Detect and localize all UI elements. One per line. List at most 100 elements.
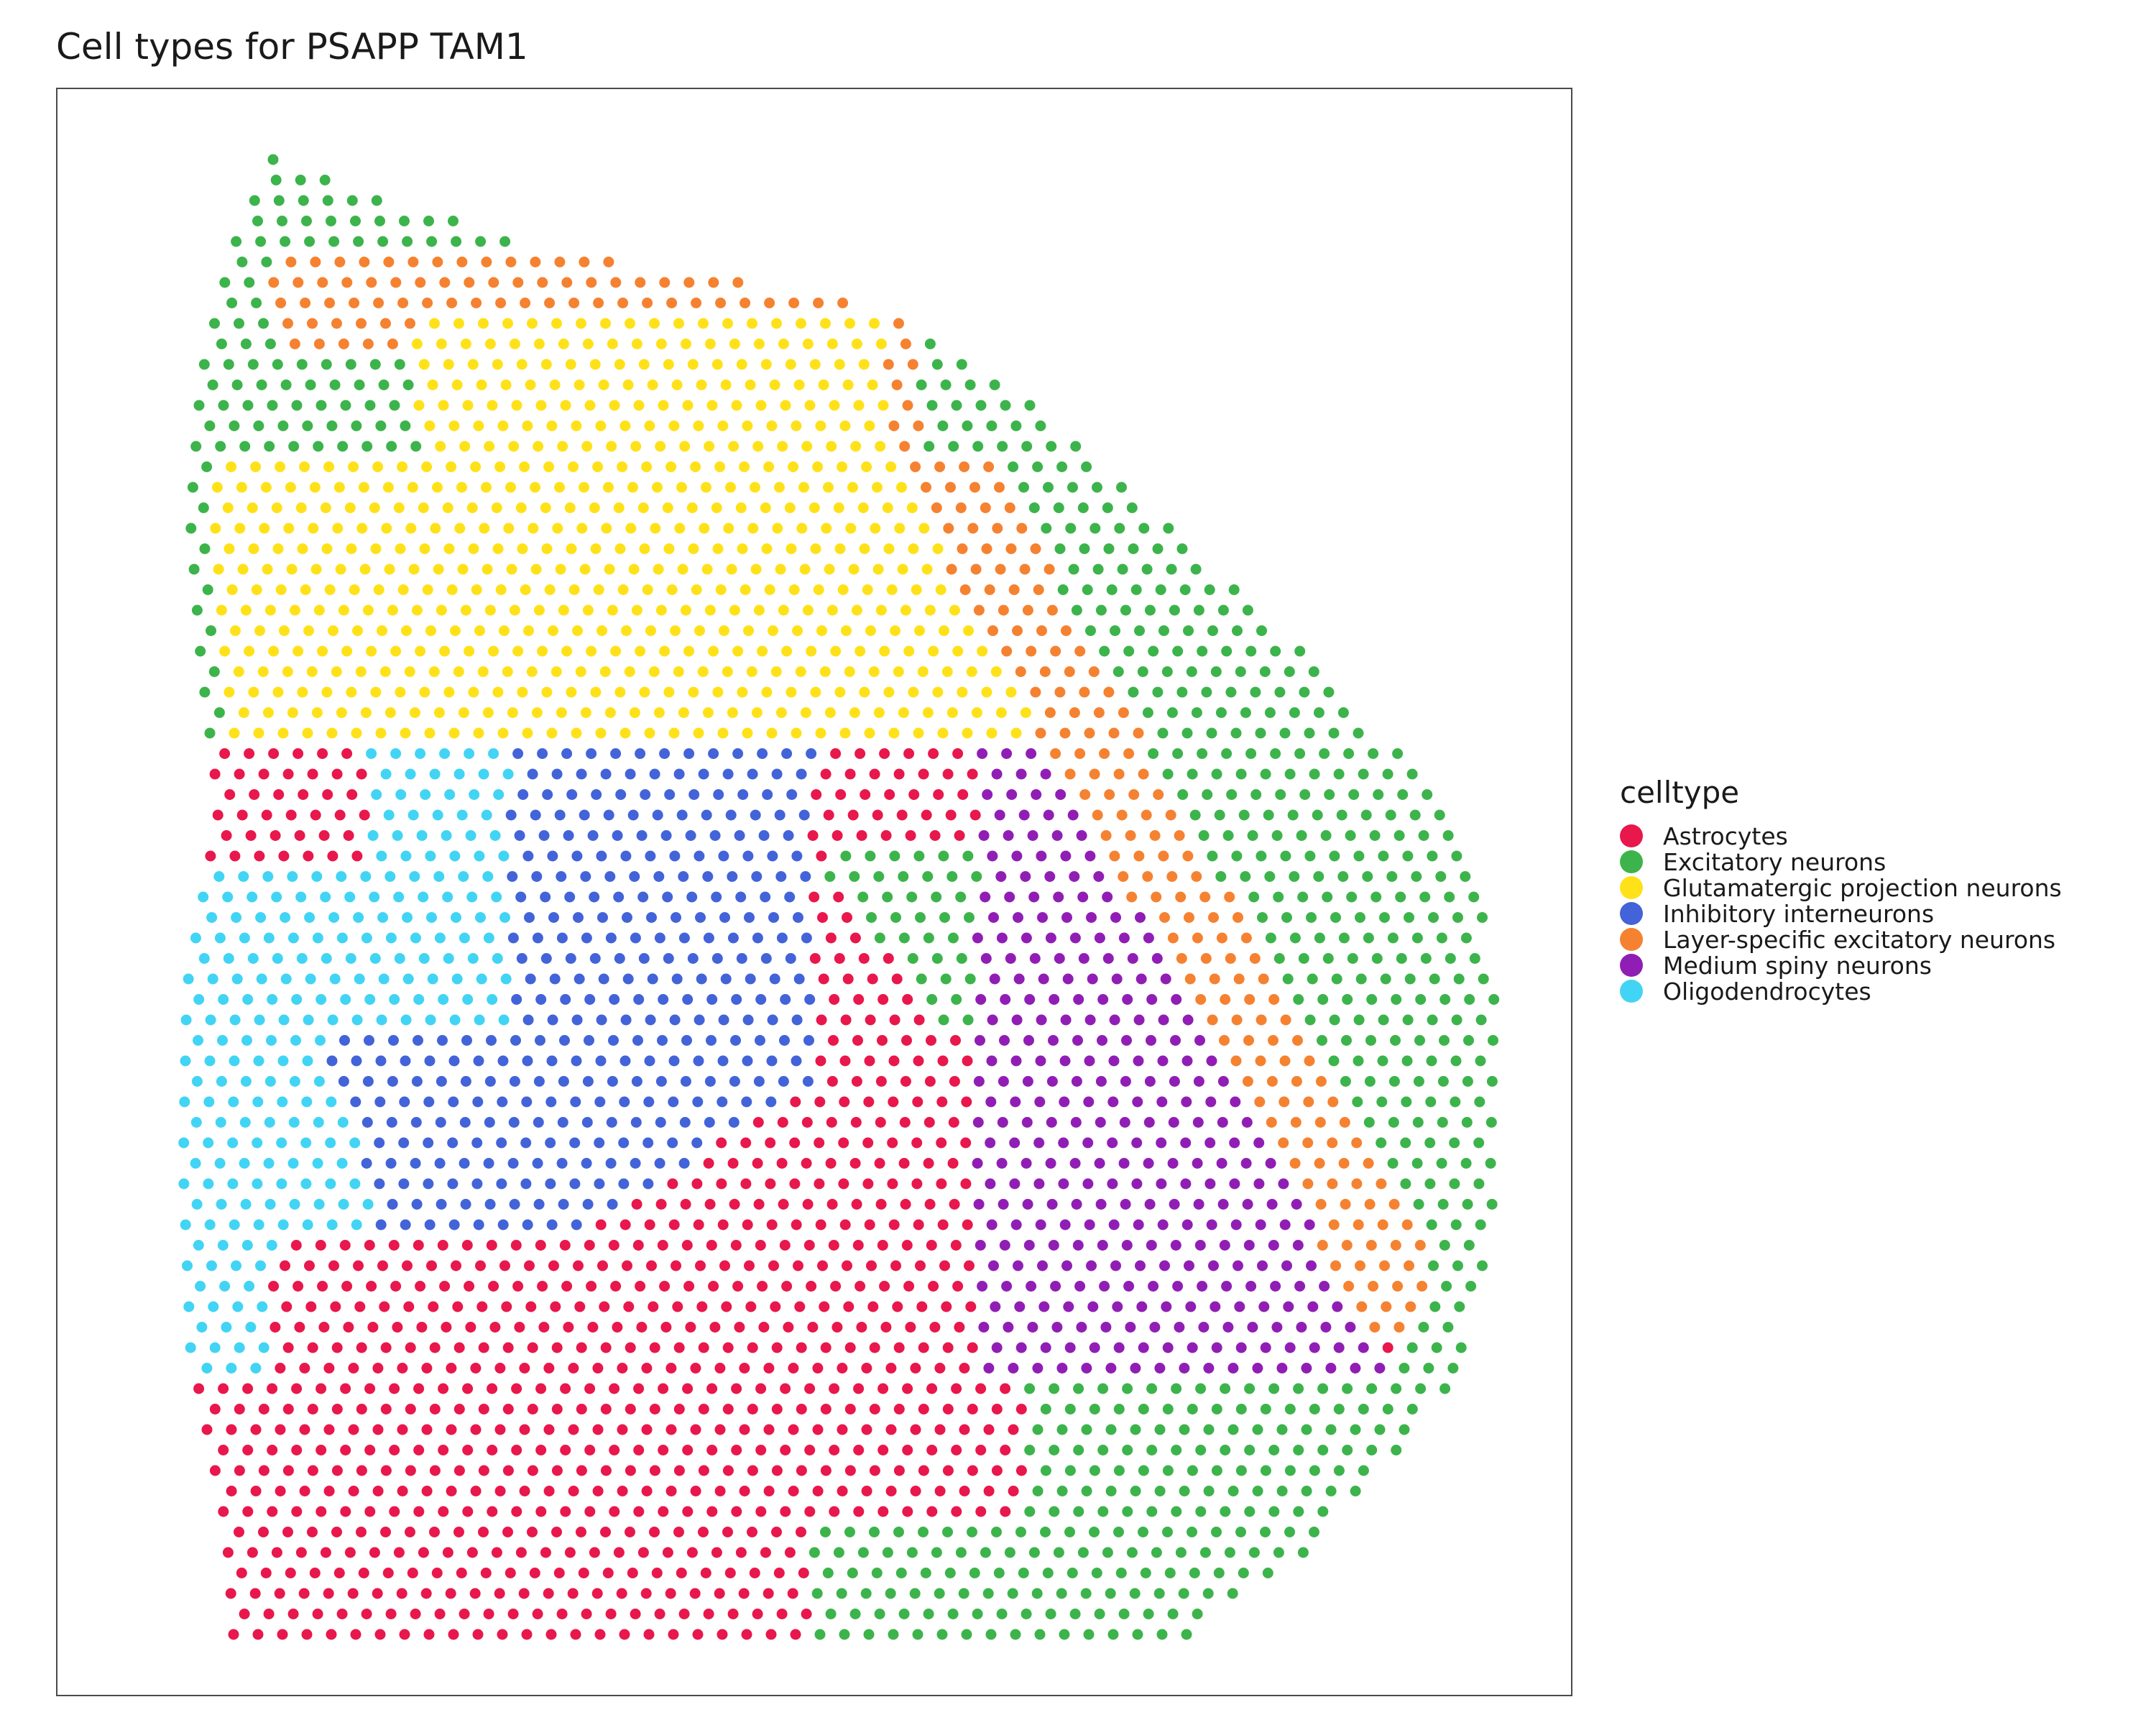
spot: [964, 1260, 975, 1271]
spot: [1266, 1117, 1277, 1128]
spot: [216, 1199, 227, 1210]
spot: [937, 420, 949, 431]
spot: [874, 1609, 885, 1619]
spot: [1181, 1629, 1192, 1640]
spot: [1314, 1117, 1326, 1128]
spot: [369, 953, 381, 964]
spot: [486, 1240, 497, 1251]
spot: [913, 420, 924, 431]
spot: [351, 1219, 362, 1230]
spot: [1030, 543, 1041, 554]
spot: [1107, 1178, 1118, 1190]
spot: [495, 298, 507, 308]
spot: [1309, 1465, 1320, 1476]
spot: [834, 686, 846, 698]
spot: [696, 973, 707, 985]
spot: [701, 564, 713, 575]
spot: [424, 727, 436, 739]
spot: [1235, 1527, 1246, 1537]
spot: [740, 1178, 752, 1190]
spot: [1328, 727, 1340, 739]
spot: [1064, 666, 1075, 677]
spot: [506, 564, 517, 575]
spot: [682, 400, 694, 411]
spot: [1253, 1137, 1265, 1149]
spot: [641, 1363, 653, 1374]
spot: [250, 1363, 262, 1374]
spot: [264, 1199, 276, 1210]
spot: [600, 1527, 611, 1537]
spot: [1113, 1404, 1125, 1414]
spot: [928, 645, 939, 657]
spot: [1406, 1404, 1418, 1414]
spot: [946, 871, 958, 882]
spot: [451, 912, 461, 923]
spot: [443, 543, 455, 554]
spot: [1235, 666, 1246, 677]
spot: [582, 1076, 594, 1087]
spot: [285, 257, 297, 267]
spot: [1057, 584, 1069, 595]
spot: [848, 564, 860, 575]
spot: [390, 1281, 402, 1292]
spot: [1439, 1035, 1450, 1046]
spot: [271, 502, 282, 513]
spot: [405, 768, 416, 780]
spot: [326, 1629, 337, 1640]
spot: [764, 298, 775, 308]
spot: [998, 604, 1009, 616]
spot: [844, 666, 855, 677]
spot: [551, 768, 563, 780]
spot: [502, 1342, 514, 1353]
spot: [218, 400, 229, 411]
spot: [405, 318, 415, 329]
spot: [529, 1568, 540, 1578]
spot: [402, 236, 413, 247]
spot: [879, 1281, 890, 1292]
spot: [1167, 1158, 1179, 1169]
spot: [713, 789, 724, 800]
spot: [204, 1055, 216, 1067]
spot: [807, 830, 819, 841]
spot: [906, 1547, 918, 1558]
spot: [813, 298, 824, 308]
spot: [1105, 1588, 1116, 1599]
spot: [488, 1281, 499, 1292]
spot: [494, 1588, 505, 1599]
spot: [604, 707, 616, 718]
spot: [511, 994, 522, 1005]
spot: [491, 891, 502, 903]
spot: [625, 768, 636, 780]
spot: [932, 543, 944, 554]
spot: [875, 604, 887, 616]
spot: [720, 380, 732, 390]
spot: [1439, 994, 1451, 1005]
spot: [234, 768, 245, 780]
spot: [372, 1424, 384, 1435]
spot: [520, 1178, 532, 1190]
spot: [1294, 645, 1306, 657]
spot: [1086, 912, 1097, 923]
spot: [322, 789, 333, 800]
spot: [880, 1322, 892, 1333]
spot: [1416, 1281, 1428, 1292]
spot: [1252, 1363, 1263, 1374]
spot: [466, 891, 478, 903]
spot: [341, 1281, 353, 1292]
spot: [1276, 1424, 1288, 1435]
spot: [935, 584, 946, 595]
spot: [397, 1363, 408, 1374]
spot: [385, 1158, 397, 1169]
spot: [796, 1404, 807, 1414]
spot: [1365, 1035, 1376, 1046]
spot: [568, 1424, 579, 1435]
spot: [533, 1076, 545, 1087]
spot: [182, 1260, 193, 1271]
spot: [719, 1260, 730, 1271]
spot: [581, 1609, 592, 1619]
spot: [1343, 1281, 1355, 1292]
spot: [1031, 1588, 1043, 1599]
spot: [727, 1609, 739, 1619]
spot: [1089, 768, 1100, 780]
spot: [270, 175, 282, 185]
